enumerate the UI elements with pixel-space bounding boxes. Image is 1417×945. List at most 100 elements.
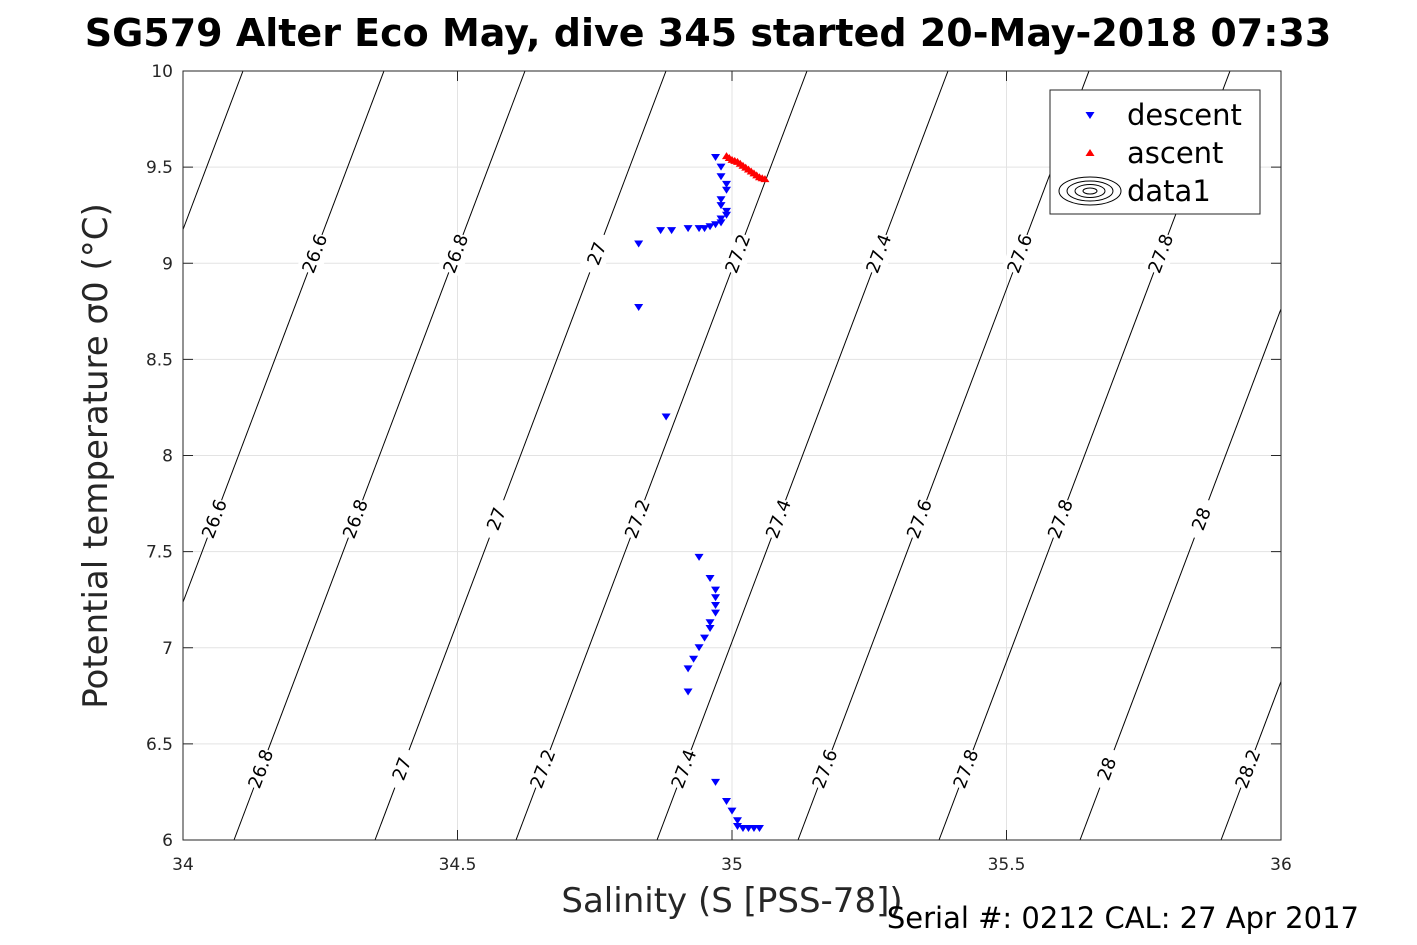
- descent-point-5: [683, 225, 693, 233]
- descent-point-3: [656, 227, 666, 235]
- descent-point-13: [722, 207, 732, 215]
- y-tick-label-6: 9: [162, 254, 173, 274]
- legend-ascent-label: ascent: [1127, 136, 1223, 170]
- contour-label-bg-7: [196, 495, 233, 542]
- descent-point-22: [705, 575, 715, 583]
- y-tick-label-7: 9.5: [146, 158, 173, 178]
- contour-label-bg-19: [806, 745, 844, 792]
- descent-point-26: [711, 609, 721, 617]
- contour-label-bg-5: [1001, 230, 1039, 277]
- y-axis-ticks: 6 6.5 7 7.5 8 8.5 9 9.5 10: [146, 62, 1281, 851]
- contour-line-7: [374, 71, 667, 840]
- contour-label-bg-2: [578, 230, 616, 277]
- contour-label-bg-11: [760, 495, 797, 542]
- contour-label-bg-6: [1142, 230, 1180, 277]
- contour-label-bg-22: [1229, 745, 1267, 792]
- descent-point-25: [711, 601, 721, 609]
- descent-point-4: [667, 227, 677, 235]
- contour-label-bg-17: [524, 745, 562, 792]
- legend: descent ascent data1: [1049, 89, 1261, 215]
- descent-point-42: [754, 824, 764, 832]
- contour-line-9: [656, 71, 949, 840]
- descent-point-1: [634, 303, 644, 311]
- contour-label-bg-10: [619, 495, 656, 542]
- descent-point-31: [689, 655, 699, 663]
- x-tick-label-4: 36: [1270, 855, 1292, 875]
- contour-label-bg-12: [901, 495, 938, 542]
- descent-point-18: [716, 173, 726, 181]
- contour-label-bg-3: [719, 230, 757, 277]
- descent-point-2: [661, 413, 671, 421]
- contour-label-bg-4: [860, 230, 898, 277]
- x-tick-label-3: 35.5: [988, 855, 1026, 875]
- legend-descent-marker: [1085, 112, 1095, 119]
- legend-ascent-marker: [1085, 149, 1095, 156]
- descent-point-10: [716, 219, 726, 227]
- descent-point-17: [722, 180, 732, 188]
- x-axis-ticks: 34 34.5 35 35.5 36: [172, 71, 1292, 875]
- contour-line-5: [183, 71, 385, 604]
- descent-point-12: [722, 211, 732, 219]
- descent-point-34: [711, 778, 721, 786]
- descent-point-14: [716, 202, 726, 210]
- descent-point-28: [705, 625, 715, 633]
- contour-line-6: [233, 71, 526, 840]
- descent-point-24: [711, 594, 721, 602]
- descent-point-30: [694, 644, 704, 652]
- contour-line-13: [1220, 680, 1281, 840]
- contour-labels: 26.6 26.8 27 27.2 27.4 27.6 27.826.6 26.8 27 27.2…: [196, 230, 1267, 792]
- chart-title: SG579 Alter Eco May, dive 345 started 20…: [85, 11, 1332, 55]
- y-tick-label-5: 8.5: [146, 350, 173, 370]
- y-tick-label-0: 6: [162, 831, 173, 851]
- contour-label-bg-9: [478, 495, 515, 542]
- descent-point-36: [727, 807, 737, 815]
- descent-point-35: [722, 798, 732, 806]
- descent-point-19: [716, 163, 726, 171]
- x-axis-label: Salinity (S [PSS-78]): [561, 881, 902, 921]
- contour-line-10: [797, 71, 1090, 840]
- legend-descent-label: descent: [1127, 98, 1242, 132]
- serial-calibration-note: Serial #: 0212 CAL: 27 Apr 2017: [887, 901, 1359, 935]
- density-contours: [183, 71, 1417, 840]
- contour-line-4: [183, 71, 244, 231]
- descent-point-11: [716, 215, 726, 223]
- contour-line-14: [1362, 71, 1417, 840]
- contour-line-12: [1079, 307, 1281, 840]
- descent-point-8: [705, 223, 715, 231]
- contour-label-bg-8: [337, 495, 374, 542]
- contour-label-bg-21: [1088, 745, 1126, 792]
- x-tick-label-2: 35: [721, 855, 743, 875]
- x-tick-label-1: 34.5: [439, 855, 477, 875]
- descent-point-7: [700, 225, 710, 233]
- x-tick-label-0: 34: [172, 855, 194, 875]
- contour-label-bg-20: [947, 745, 985, 792]
- descent-point-29: [700, 634, 710, 642]
- descent-point-9: [711, 221, 721, 229]
- descent-point-21: [694, 553, 704, 561]
- y-tick-label-3: 7.5: [146, 543, 173, 563]
- y-tick-label-1: 6.5: [146, 735, 173, 755]
- contour-label-bg-18: [665, 745, 703, 792]
- descent-point-33: [683, 688, 693, 696]
- ascent-point-14: [760, 175, 770, 183]
- contour-label-bg-1: [437, 230, 475, 277]
- y-tick-label-8: 10: [151, 62, 173, 82]
- contour-label-bg-15: [242, 745, 280, 792]
- contour-label-bg-13: [1042, 495, 1079, 542]
- descent-point-20: [711, 154, 721, 162]
- y-tick-label-2: 7: [162, 639, 173, 659]
- y-axis-label: Potential temperature σ0 (°C): [76, 203, 116, 709]
- descent-point-16: [722, 186, 732, 194]
- data-points: [634, 152, 770, 832]
- contour-label-bg-0: [296, 230, 334, 277]
- legend-data1-label: data1: [1127, 174, 1211, 208]
- contour-label-bg-14: [1183, 495, 1220, 542]
- legend-data1-contour-icon: [1058, 176, 1122, 206]
- descent-point-27: [705, 619, 715, 627]
- descent-point-38: [732, 823, 742, 831]
- descent-point-32: [683, 665, 693, 673]
- descent-point-37: [732, 817, 742, 825]
- y-tick-label-4: 8: [162, 447, 173, 467]
- contour-line-8: [515, 71, 808, 840]
